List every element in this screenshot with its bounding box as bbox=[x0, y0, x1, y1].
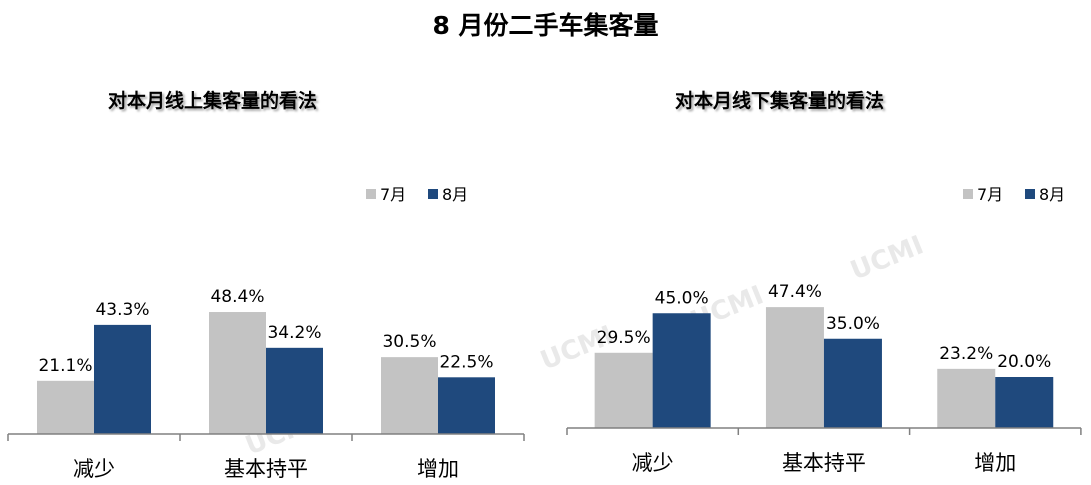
bar-aug bbox=[438, 377, 495, 434]
data-label: 43.3% bbox=[95, 300, 149, 320]
category-label: 增加 bbox=[417, 457, 459, 481]
bar-aug bbox=[266, 347, 323, 434]
legend-swatch bbox=[428, 189, 438, 199]
page-title: 8 月份二手车集客量 bbox=[432, 11, 659, 40]
category-label: 基本持平 bbox=[224, 457, 308, 481]
bar-aug bbox=[94, 324, 151, 434]
data-label: 23.2% bbox=[939, 344, 993, 364]
bar-jul bbox=[594, 352, 653, 428]
data-label: 22.5% bbox=[439, 352, 493, 372]
category-label: 减少 bbox=[73, 457, 115, 481]
watermark-text: UCMI bbox=[846, 230, 927, 286]
category-label: 增加 bbox=[974, 451, 1016, 475]
chart-svg-online: UCMIUCMI21.1%43.3%减少48.4%34.2%基本持平30.5%2… bbox=[7, 185, 618, 481]
legend-label: 8月 bbox=[1039, 185, 1065, 204]
legend-label: 7月 bbox=[977, 185, 1003, 204]
legend-label: 8月 bbox=[442, 185, 468, 204]
data-label: 21.1% bbox=[38, 356, 92, 376]
chart-offline: 对本月线下集客量的看法 UCMI UCMI 29.5% 45.0% 减少 47.4% 35.… bbox=[545, 0, 1091, 485]
bar-jul bbox=[37, 380, 94, 434]
data-label: 29.5% bbox=[597, 328, 651, 348]
bar-jul bbox=[765, 307, 824, 428]
bar-jul bbox=[381, 357, 438, 434]
legend-swatch bbox=[366, 189, 376, 199]
data-label: 47.4% bbox=[768, 282, 822, 302]
bar-aug bbox=[652, 313, 711, 428]
legend-swatch bbox=[1025, 189, 1035, 199]
legend-swatch bbox=[963, 189, 973, 199]
data-label: 34.2% bbox=[267, 323, 321, 343]
legend-label: 7月 bbox=[380, 185, 406, 204]
bar-aug bbox=[823, 338, 882, 428]
category-label: 减少 bbox=[632, 451, 674, 475]
chart-title-online: 对本月线上集客量的看法 bbox=[108, 90, 318, 112]
bar-aug bbox=[995, 377, 1054, 428]
data-label: 30.5% bbox=[382, 332, 436, 352]
bar-jul bbox=[937, 368, 996, 428]
data-label: 35.0% bbox=[826, 314, 880, 334]
data-label: 48.4% bbox=[210, 287, 264, 307]
chart-title-offline: 对本月线下集客量的看法 bbox=[675, 90, 885, 112]
data-label: 20.0% bbox=[997, 352, 1051, 372]
chart-online: 对本月线上集客量的看法 UCMIUCMI21.1%43.3%减少48.4%34.… bbox=[0, 0, 618, 485]
category-label: 基本持平 bbox=[782, 451, 866, 475]
data-label: 45.0% bbox=[655, 288, 709, 308]
bar-jul bbox=[209, 312, 266, 434]
